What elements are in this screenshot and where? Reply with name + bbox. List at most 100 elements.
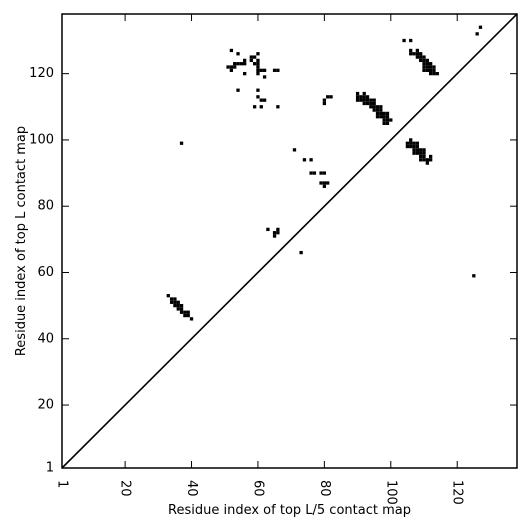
contact-point — [422, 58, 426, 63]
contact-point — [372, 108, 376, 112]
contact-point — [243, 58, 247, 63]
y-tick-label: 20 — [37, 398, 54, 413]
contact-point — [419, 55, 423, 59]
contact-point — [256, 68, 260, 72]
x-tick-label: 120 — [450, 480, 465, 505]
contact-point — [429, 158, 433, 162]
contact-point — [272, 234, 277, 238]
contact-point — [472, 274, 476, 278]
contact-point — [276, 231, 280, 235]
contact-point — [229, 65, 234, 69]
contact-point — [276, 68, 280, 72]
plot-frame — [61, 13, 518, 469]
contact-point — [419, 151, 423, 155]
contact-point — [422, 151, 426, 155]
contact-point — [422, 154, 426, 159]
contact-point — [405, 141, 410, 145]
contact-point — [419, 58, 423, 63]
contact-point — [256, 65, 260, 69]
contact-point — [312, 171, 317, 175]
contact-point — [409, 38, 413, 43]
contact-point — [362, 101, 366, 106]
contact-point — [176, 307, 180, 311]
contact-point — [415, 148, 420, 152]
contact-point — [179, 303, 184, 308]
x-axis: 1 20 40 60 80 100 120 — [55, 14, 465, 505]
contact-point — [375, 111, 380, 116]
contact-point — [412, 151, 416, 155]
contact-point — [359, 95, 363, 99]
contact-point — [402, 38, 406, 43]
contact-point — [256, 52, 260, 56]
contact-point — [369, 105, 373, 109]
contact-point — [236, 88, 240, 92]
contact-point — [355, 98, 360, 102]
contact-point — [302, 158, 307, 162]
contact-point — [385, 111, 390, 116]
contact-point — [409, 48, 413, 53]
contact-point — [412, 148, 416, 152]
contact-point — [422, 65, 426, 69]
contact-point — [236, 62, 240, 66]
contact-point — [409, 52, 413, 56]
contact-point — [425, 158, 429, 162]
contact-point — [372, 105, 376, 109]
contact-point — [415, 48, 420, 53]
contact-point — [382, 121, 386, 125]
contact-point — [229, 48, 234, 53]
contact-point — [422, 68, 426, 72]
contact-point — [236, 52, 240, 56]
contact-point — [379, 115, 383, 119]
contact-point — [256, 58, 260, 63]
contact-point — [422, 55, 426, 59]
contact-point — [369, 98, 373, 102]
contact-point — [435, 72, 439, 76]
contact-point — [243, 62, 247, 66]
contact-point — [389, 118, 393, 122]
contact-point — [372, 101, 376, 106]
contact-point — [259, 68, 263, 72]
contact-point — [326, 181, 330, 185]
contact-point — [173, 303, 177, 308]
contact-point — [259, 98, 263, 102]
y-tick-label: 60 — [37, 265, 54, 280]
contact-point — [425, 62, 429, 66]
contact-point — [183, 310, 187, 314]
contact-point — [239, 62, 243, 66]
contact-point — [379, 111, 383, 116]
contact-point — [326, 95, 330, 99]
contact-point — [186, 310, 190, 314]
contact-point — [169, 297, 174, 301]
contact-point — [233, 62, 237, 66]
contact-point — [362, 98, 366, 102]
contact-point — [243, 72, 247, 76]
contact-point — [365, 101, 370, 106]
contact-point — [322, 181, 327, 185]
contact-point — [422, 148, 426, 152]
contact-point — [409, 138, 413, 142]
contact-point — [379, 105, 383, 109]
contact-point — [292, 148, 297, 152]
x-tick-label: 1 — [55, 480, 70, 488]
contact-point — [419, 148, 423, 152]
contact-point — [365, 98, 370, 102]
contact-point — [179, 310, 184, 314]
contact-point — [375, 108, 380, 112]
contact-point — [183, 313, 187, 318]
contact-point — [415, 144, 420, 149]
contact-point — [412, 52, 416, 56]
contact-point — [272, 231, 277, 235]
x-tick-label: 40 — [184, 480, 199, 497]
contact-point — [226, 65, 230, 69]
contact-point — [369, 101, 373, 106]
contact-point — [429, 68, 433, 72]
contact-point — [379, 108, 383, 112]
contact-point — [186, 313, 190, 318]
contact-point — [322, 184, 327, 188]
contact-point — [249, 55, 253, 59]
contact-point — [355, 95, 360, 99]
data-points — [166, 25, 483, 321]
contact-point — [309, 158, 313, 162]
contact-point — [256, 62, 260, 66]
